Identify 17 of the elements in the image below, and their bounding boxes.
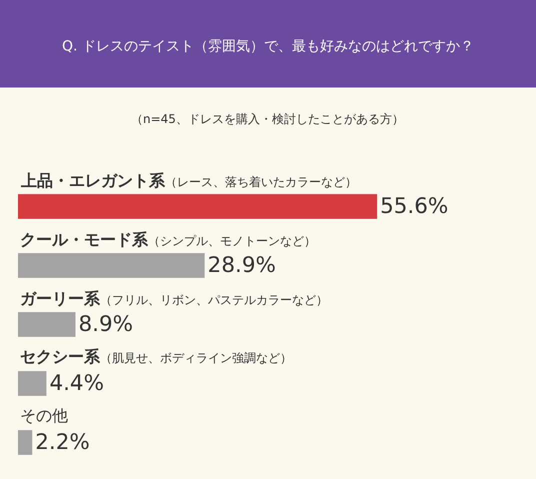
chart-title: Q. ドレスのテイスト（雰囲気）で、最も好みなのはどれですか？	[62, 38, 474, 54]
bar	[18, 430, 32, 455]
bar	[18, 371, 46, 396]
y-tick-label: セクシー系（肌見せ、ボディライン強調など）	[20, 347, 292, 366]
data-label: 4.4%	[49, 371, 104, 396]
bar	[18, 312, 76, 337]
bar	[18, 253, 205, 278]
data-label: 28.9%	[208, 253, 276, 278]
y-tick-label: 上品・エレガント系（レース、落ち着いたカラーなど）	[20, 171, 357, 190]
data-label: 2.2%	[35, 430, 90, 456]
y-tick-label: クール・モード系（シンプル、モノトーンなど）	[20, 230, 316, 249]
y-tick-label: その他	[20, 406, 68, 425]
chart-subtitle: （n=45、ドレスを購入・検討したことがある方）	[131, 112, 404, 126]
data-label: 8.9%	[78, 312, 134, 338]
bar	[18, 194, 378, 219]
data-label: 55.6%	[380, 194, 448, 220]
y-tick-label: ガーリー系（フリル、リボン、パステルカラーなど）	[20, 289, 328, 308]
